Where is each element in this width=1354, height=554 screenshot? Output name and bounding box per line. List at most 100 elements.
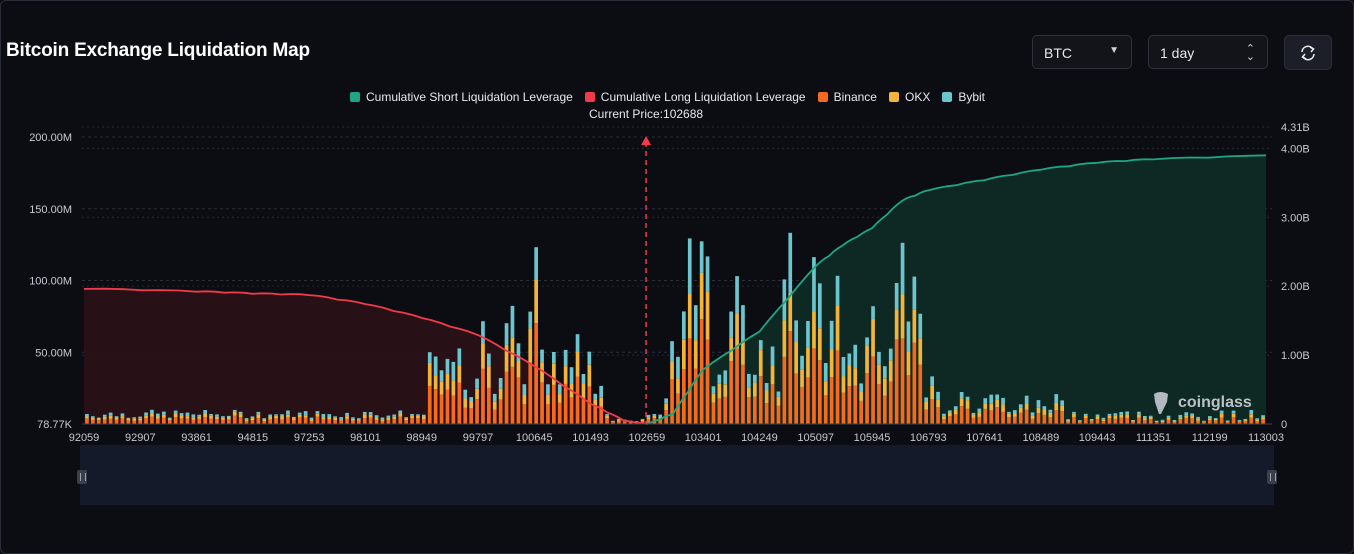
- bar-binance: [977, 416, 982, 424]
- bar-binance: [1107, 418, 1112, 424]
- bar-binance: [297, 417, 302, 424]
- bar-binance: [829, 377, 834, 424]
- bar-binance: [232, 415, 237, 424]
- bar-binance: [108, 418, 113, 424]
- bar-okx: [91, 417, 95, 420]
- bar-bybit: [906, 321, 911, 352]
- bar-okx: [829, 349, 834, 378]
- bar-okx: [1184, 415, 1189, 418]
- bar-binance: [398, 416, 403, 424]
- bar-bybit: [741, 305, 745, 341]
- bar-binance: [504, 371, 509, 424]
- bar-okx: [717, 383, 722, 399]
- bar-bybit: [622, 419, 627, 421]
- bar-bybit: [185, 412, 190, 416]
- bar-bybit: [693, 305, 698, 341]
- bar-binance: [1101, 421, 1106, 424]
- zoom-handle-right[interactable]: [1267, 470, 1277, 484]
- bar-binance: [1089, 421, 1094, 424]
- x-axis-tick-label: 100645: [516, 432, 553, 444]
- bar-bybit: [883, 366, 887, 379]
- bar-bybit: [392, 414, 397, 417]
- bar-okx: [173, 414, 178, 417]
- bar-bybit: [498, 378, 503, 389]
- legend-swatch: [817, 92, 828, 102]
- refresh-button[interactable]: [1284, 35, 1332, 70]
- bar-bybit: [191, 414, 196, 418]
- bar-binance: [91, 420, 95, 424]
- bar-binance: [345, 418, 349, 424]
- bar-okx: [617, 420, 621, 422]
- bar-okx: [741, 340, 745, 365]
- bar-okx: [959, 398, 964, 407]
- bar-okx: [475, 388, 479, 400]
- bar-okx: [1007, 413, 1011, 418]
- bar-binance: [528, 362, 533, 424]
- legend-item-okx[interactable]: OKX: [888, 90, 930, 104]
- bar-bybit: [244, 418, 249, 420]
- bar-bybit: [977, 408, 982, 413]
- bar-bybit: [351, 417, 355, 419]
- time-range-select[interactable]: 1 day ⌃ ⌄: [1148, 35, 1268, 69]
- bar-bybit: [770, 346, 775, 366]
- bar-okx: [788, 292, 793, 332]
- x-axis-tick-label: 111351: [1136, 432, 1171, 444]
- bar-binance: [227, 419, 231, 424]
- bar-binance: [516, 377, 521, 424]
- bar-bybit: [451, 361, 456, 381]
- bar-binance: [203, 417, 207, 424]
- bar-okx: [1066, 420, 1070, 422]
- bar-binance: [244, 421, 249, 424]
- bar-bybit: [723, 370, 728, 385]
- legend-item-long[interactable]: Cumulative Long Liquidation Leverage: [584, 90, 806, 104]
- x-axis-tick-label: 108489: [1022, 432, 1059, 444]
- bar-bybit: [942, 413, 946, 417]
- bar-bybit: [410, 414, 414, 416]
- bar-bybit: [611, 420, 615, 422]
- bar-binance: [823, 395, 828, 424]
- zoom-slider-track[interactable]: [80, 445, 1274, 505]
- coin-select[interactable]: BTC ▼: [1032, 35, 1132, 69]
- bar-binance: [280, 419, 284, 424]
- bar-binance: [1160, 422, 1165, 424]
- bar-binance: [368, 417, 373, 424]
- bar-okx: [333, 417, 337, 421]
- bar-okx: [794, 341, 798, 374]
- bar-bybit: [1113, 413, 1118, 416]
- zoom-handle-left[interactable]: [77, 470, 87, 484]
- bar-bybit: [670, 341, 674, 362]
- bar-okx: [96, 418, 101, 421]
- legend-item-binance[interactable]: Binance: [817, 90, 877, 104]
- bar-okx: [1131, 420, 1135, 422]
- bar-bybit: [1131, 420, 1135, 421]
- bar-okx: [138, 418, 142, 421]
- legend-label: Cumulative Short Liquidation Leverage: [366, 90, 573, 104]
- x-axis-tick-label: 105945: [854, 432, 891, 444]
- bar-okx: [197, 416, 202, 419]
- legend-item-bybit[interactable]: Bybit: [942, 90, 985, 104]
- bar-binance: [392, 419, 397, 424]
- bar-bybit: [439, 370, 444, 382]
- bar-bybit: [605, 414, 609, 416]
- bar-binance: [339, 420, 343, 424]
- bar-binance: [451, 395, 456, 424]
- bar-binance: [605, 418, 609, 424]
- bar-okx: [227, 417, 231, 420]
- bar-okx: [877, 364, 881, 384]
- bar-binance: [1237, 421, 1242, 424]
- bar-bybit: [569, 367, 574, 384]
- bar-bybit: [138, 416, 142, 419]
- bar-okx: [1001, 404, 1005, 412]
- bar-okx: [948, 412, 952, 417]
- legend-item-short[interactable]: Cumulative Short Liquidation Leverage: [350, 90, 573, 104]
- bar-binance: [262, 421, 267, 424]
- bar-binance: [611, 422, 615, 424]
- bar-okx: [711, 393, 716, 403]
- bar-binance: [1184, 417, 1189, 424]
- bar-bybit: [546, 384, 550, 395]
- bar-bybit: [167, 417, 172, 419]
- bar-bybit: [510, 305, 515, 338]
- brand-name: coinglass: [1178, 394, 1252, 411]
- bar-binance: [126, 420, 131, 424]
- bar-binance: [138, 420, 142, 424]
